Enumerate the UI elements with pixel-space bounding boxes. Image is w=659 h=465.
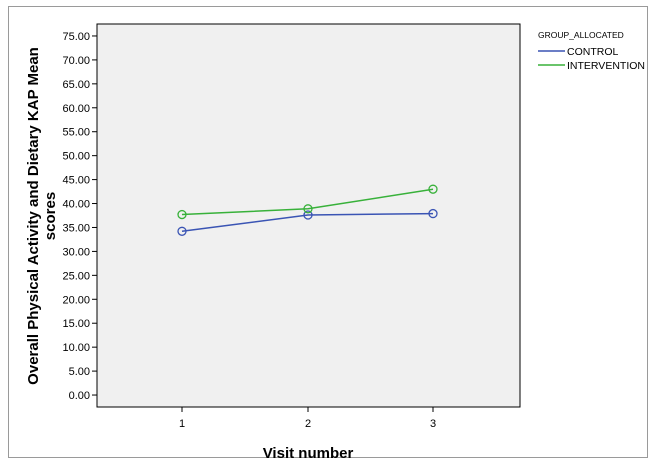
y-tick-label: 15.00 bbox=[62, 318, 90, 330]
series-layer bbox=[177, 184, 438, 236]
data-point-intervention bbox=[177, 209, 187, 220]
data-point-control bbox=[428, 208, 438, 219]
data-point-control bbox=[177, 226, 187, 236]
y-tick-label: 20.00 bbox=[62, 294, 90, 306]
x-axis-title: Visit number bbox=[263, 445, 354, 462]
legend-title: GROUP_ALLOCATED bbox=[538, 30, 624, 40]
legend-label-control: CONTROL bbox=[567, 46, 618, 58]
x-tick-label: 2 bbox=[305, 418, 311, 430]
y-tick-label: 5.00 bbox=[69, 366, 90, 378]
data-point-intervention bbox=[428, 184, 438, 194]
y-tick-label: 30.00 bbox=[62, 246, 90, 258]
y-tick-label: 45.00 bbox=[62, 175, 90, 187]
y-axis-title-line-2: scores bbox=[42, 192, 59, 240]
y-tick-label: 70.00 bbox=[62, 55, 90, 67]
y-tick-label: 0.00 bbox=[69, 390, 90, 402]
y-tick-label: 10.00 bbox=[62, 342, 90, 354]
x-tick-label: 3 bbox=[430, 418, 436, 430]
y-tick-label: 75.00 bbox=[62, 31, 90, 43]
legend: GROUP_ALLOCATED CONTROL INTERVENTION bbox=[538, 30, 645, 72]
y-tick-label: 25.00 bbox=[62, 270, 90, 282]
y-tick-label: 65.00 bbox=[62, 79, 90, 91]
series-line-control bbox=[181, 212, 434, 233]
y-axis: 0.00 5.00 10.00 15.00 20.00 25.00 30.00 35.00 40… bbox=[62, 31, 97, 402]
y-tick-label: 40.00 bbox=[62, 199, 90, 211]
legend-label-intervention: INTERVENTION bbox=[567, 60, 645, 72]
y-axis-title-line-1: Overall Physical Activity and Dietary KA… bbox=[25, 47, 42, 385]
data-point-intervention bbox=[303, 204, 313, 214]
y-tick-label: 60.00 bbox=[62, 103, 90, 115]
y-tick-label: 35.00 bbox=[62, 222, 90, 234]
data-point-control bbox=[303, 210, 313, 220]
series-line-intervention bbox=[181, 188, 434, 216]
x-tick-label: 1 bbox=[179, 418, 185, 430]
y-tick-label: 50.00 bbox=[62, 151, 90, 163]
x-axis: 1 2 3 bbox=[179, 407, 436, 430]
y-tick-label: 55.00 bbox=[62, 127, 90, 139]
